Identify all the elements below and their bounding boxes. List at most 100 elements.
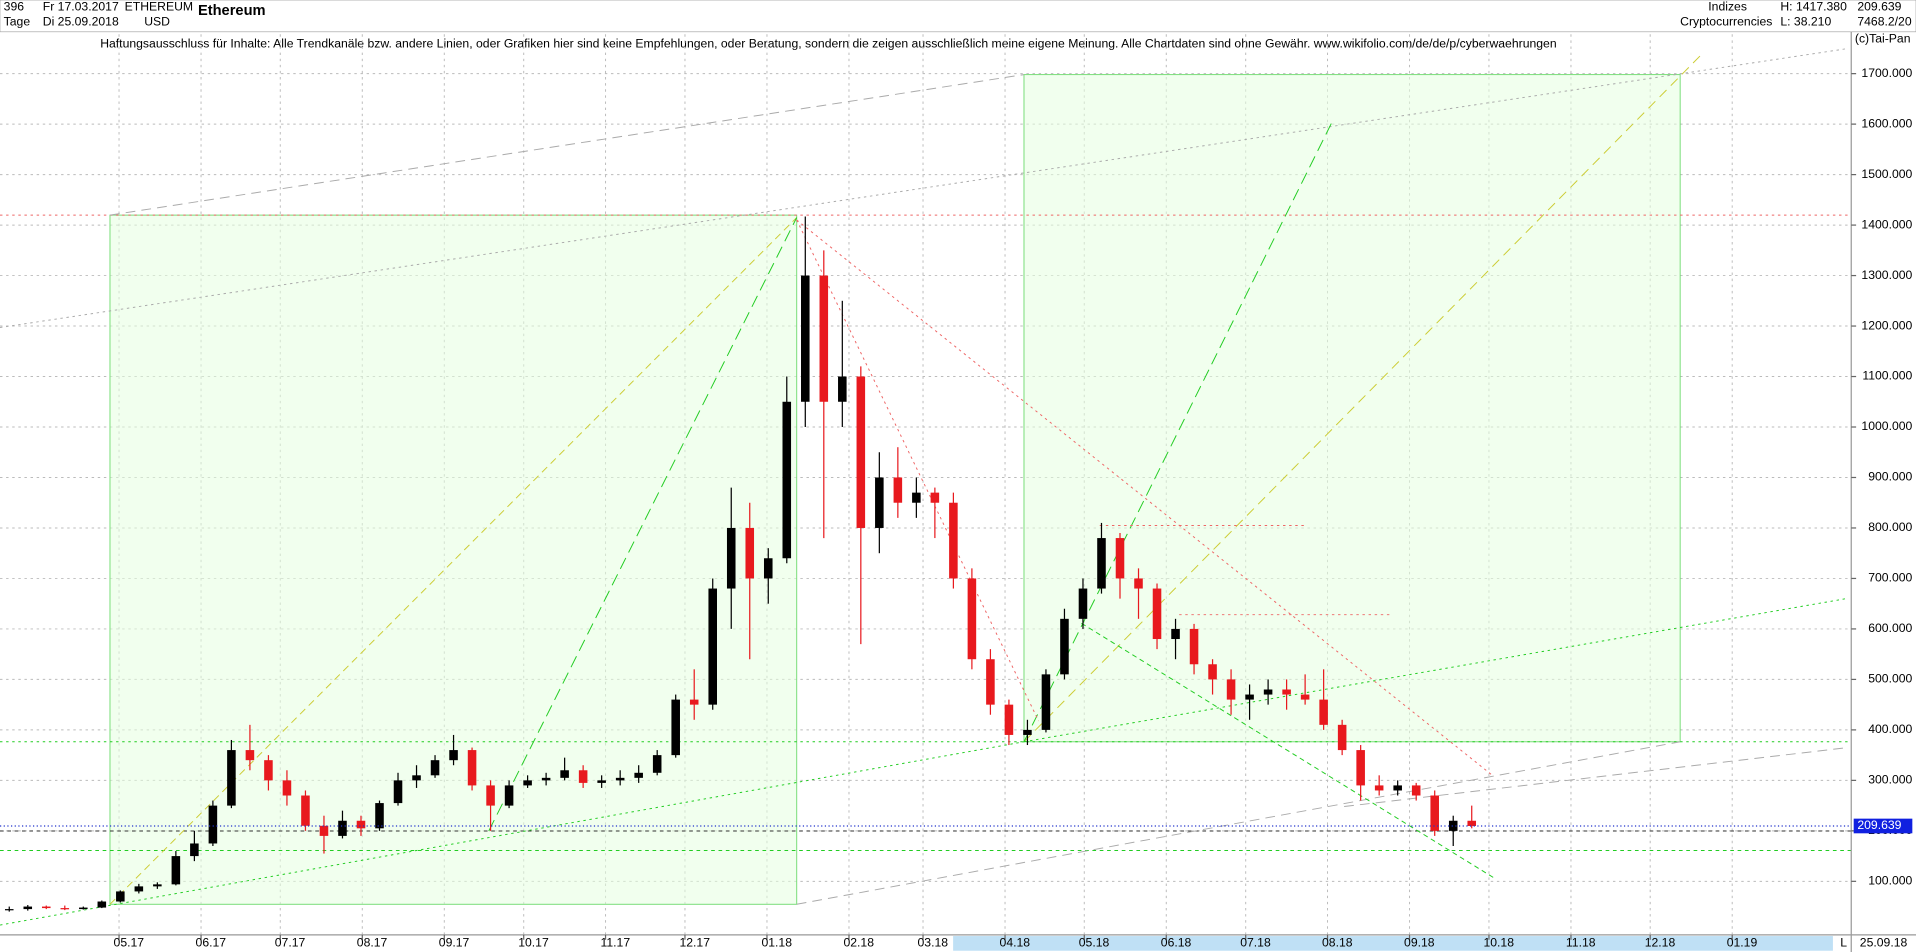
- x-tick-label: 08.18: [1322, 936, 1353, 950]
- candle-body: [190, 843, 199, 857]
- candle-body: [1115, 538, 1125, 579]
- line: [109, 217, 798, 905]
- x-tick-label: 02.18: [843, 936, 874, 950]
- candle-body: [1041, 674, 1051, 730]
- candle-body: [467, 750, 477, 786]
- candle-body: [726, 527, 736, 589]
- candle-body: [893, 477, 903, 503]
- line: [796, 219, 1040, 722]
- x-tick-label: 09.18: [1404, 936, 1435, 950]
- last: 209.639: [1857, 0, 1901, 14]
- candle-body: [541, 777, 551, 781]
- y-tick-label: 1400.000: [1861, 217, 1912, 231]
- y-tick-label: 1600.000: [1861, 116, 1912, 130]
- candle-body: [60, 908, 70, 910]
- volume: 7468.2/20: [1857, 14, 1912, 28]
- line: [109, 74, 1025, 216]
- candle-body: [782, 401, 792, 559]
- candle-body: [393, 780, 403, 804]
- line: [1023, 598, 1846, 743]
- candle-body: [1226, 679, 1236, 700]
- candle-body: [912, 492, 921, 503]
- candle-body: [42, 906, 51, 909]
- line: [1023, 54, 1702, 743]
- candle-body: [801, 275, 810, 402]
- candle-body: [338, 820, 347, 836]
- bar-count[interactable]: 396: [4, 0, 25, 14]
- candle-body: [1393, 785, 1402, 791]
- candle-body: [375, 803, 384, 829]
- box: [1023, 74, 1681, 743]
- y-tick-label: 1200.000: [1861, 318, 1912, 332]
- candle-body: [1356, 750, 1365, 786]
- candle-body: [208, 805, 218, 844]
- start-date: Fr 17.03.2017: [43, 0, 119, 14]
- candle-body: [1282, 689, 1291, 695]
- x-tick-label: 11.17: [600, 936, 630, 950]
- x-tick-label: 05.17: [114, 936, 145, 950]
- candle-body: [689, 699, 699, 705]
- candle-body: [856, 376, 866, 528]
- candle-body: [986, 659, 995, 705]
- line: [1081, 622, 1494, 878]
- candle-body: [1060, 618, 1069, 675]
- x-tick-label: 01.18: [761, 936, 792, 950]
- candle-body: [634, 772, 643, 778]
- x-tick-label: 06.17: [196, 936, 227, 950]
- disclaimer: Haftungsausschluss für Inhalte: Alle Tre…: [100, 36, 1556, 50]
- period-unit[interactable]: Tage: [4, 14, 31, 28]
- x-tick-label: 05.18: [1079, 936, 1110, 950]
- line: [0, 741, 1025, 926]
- candle-body: [134, 886, 144, 892]
- scale-mode[interactable]: L: [1840, 936, 1847, 950]
- candle-body: [412, 775, 421, 781]
- last-price-label: 209.639: [1857, 818, 1901, 832]
- candle-body: [523, 780, 532, 786]
- candle-body: [949, 502, 958, 579]
- x-tick-label: 09.17: [439, 936, 470, 950]
- candle-body: [430, 760, 440, 776]
- candle-body: [1078, 588, 1088, 619]
- candle-body: [449, 750, 458, 761]
- line: [1344, 747, 1846, 808]
- candle-body: [745, 527, 755, 579]
- candle-body: [597, 780, 606, 783]
- y-tick-label: 300.000: [1868, 773, 1912, 787]
- axis-date: 25.09.18: [1860, 936, 1908, 950]
- sector: Cryptocurrencies: [1680, 14, 1772, 28]
- candle-body: [578, 770, 588, 783]
- candle-body: [763, 558, 773, 579]
- candle-body: [708, 588, 718, 705]
- candle-body: [671, 699, 680, 756]
- candle-body: [1430, 795, 1439, 831]
- candle-body: [264, 760, 273, 781]
- candle-body: [1097, 538, 1106, 589]
- y-tick-label: 500.000: [1868, 672, 1912, 686]
- candle-body: [97, 901, 107, 908]
- y-tick-label: 100.000: [1868, 874, 1912, 888]
- copyright: (c)Tai-Pan: [1855, 31, 1911, 45]
- candle-body: [171, 856, 181, 885]
- x-tick-label: 07.17: [275, 936, 306, 950]
- candle-body: [615, 777, 625, 781]
- candle-body: [301, 795, 310, 826]
- candle-body: [838, 376, 847, 402]
- low: L: 38.210: [1780, 14, 1831, 28]
- line: [488, 217, 798, 832]
- x-tick-label: 12.17: [679, 936, 710, 950]
- y-tick-label: 600.000: [1868, 621, 1912, 635]
- x-tick-label: 08.17: [357, 936, 388, 950]
- candles: [4, 216, 1477, 912]
- candle-body: [1208, 664, 1217, 680]
- time-range-bar: [953, 936, 1833, 951]
- y-tick-label: 1000.000: [1861, 419, 1912, 433]
- y-tick-label: 1100.000: [1862, 369, 1912, 383]
- line: [1023, 122, 1333, 742]
- candle-body: [1134, 578, 1143, 589]
- x-tick-label: 10.17: [518, 936, 549, 950]
- candle-body: [967, 578, 977, 660]
- x-tick-label: 03.18: [918, 936, 949, 950]
- x-tick-label: 01.19: [1727, 936, 1758, 950]
- line: [796, 219, 1494, 777]
